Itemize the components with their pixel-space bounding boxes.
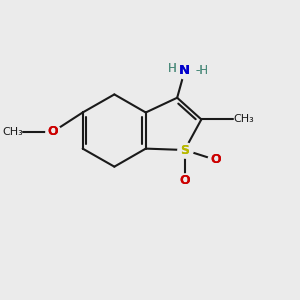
Text: -H: -H	[195, 64, 208, 77]
Text: S: S	[180, 143, 189, 157]
Text: -H: -H	[195, 64, 208, 77]
Text: CH₃: CH₃	[3, 127, 23, 137]
Text: O: O	[210, 153, 220, 166]
Text: H: H	[168, 62, 176, 75]
Text: O: O	[179, 174, 190, 187]
Text: O: O	[210, 153, 220, 166]
Text: O: O	[47, 125, 58, 138]
Text: S: S	[180, 143, 189, 157]
Text: O: O	[47, 125, 58, 138]
Text: O: O	[179, 174, 190, 187]
Text: H: H	[168, 62, 176, 75]
Text: N: N	[179, 64, 190, 77]
Text: CH₃: CH₃	[233, 114, 254, 124]
Text: N: N	[179, 64, 190, 77]
